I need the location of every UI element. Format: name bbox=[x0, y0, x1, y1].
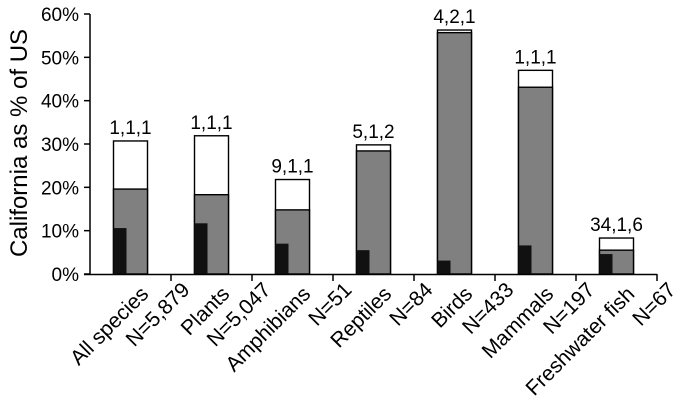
bar-inner bbox=[356, 250, 370, 274]
y-tick-label: 50% bbox=[41, 48, 79, 69]
category-n: N=67 bbox=[628, 278, 680, 330]
bar-group: 1,1,1 bbox=[514, 47, 557, 275]
y-axis: 0% 10% 20% 30% 40% 50% 60% bbox=[41, 5, 91, 286]
bar-group: 9,1,1 bbox=[271, 157, 314, 275]
y-tick-label: 0% bbox=[52, 265, 80, 286]
x-category-label: All speciesN=5,879 bbox=[66, 260, 194, 388]
y-tick-label: 60% bbox=[41, 5, 79, 26]
bar-annotation: 1,1,1 bbox=[190, 113, 232, 134]
y-tick-label: 30% bbox=[41, 135, 79, 156]
bar-annotation: 1,1,1 bbox=[109, 118, 151, 139]
bar-group: 34,1,6 bbox=[590, 215, 643, 275]
bar-inner bbox=[599, 254, 613, 274]
bar-annotation: 9,1,1 bbox=[271, 157, 313, 178]
bar-inner bbox=[113, 228, 127, 274]
bar-middle bbox=[436, 31, 473, 275]
bar-annotation: 4,2,1 bbox=[433, 7, 475, 28]
bar-group: 1,1,1 bbox=[109, 118, 152, 275]
bar-group: 1,1,1 bbox=[190, 113, 233, 275]
y-tick-label: 20% bbox=[41, 178, 79, 199]
bar-inner bbox=[275, 243, 289, 274]
bar-inner bbox=[518, 245, 532, 274]
x-category-label: Freshwater fishN=67 bbox=[521, 260, 680, 417]
y-tick-label: 10% bbox=[41, 222, 79, 243]
category-n: N=84 bbox=[385, 278, 437, 330]
bar-group: 4,2,1 bbox=[433, 7, 476, 275]
bar-annotation: 34,1,6 bbox=[590, 215, 643, 236]
x-axis: All speciesN=5,879PlantsN=5,047Amphibian… bbox=[66, 260, 680, 417]
bars: 1,1,1 1,1,1 9,1,1 5,1,2 4,2,1 1,1,1 34,1,6 bbox=[109, 7, 643, 275]
bar-inner bbox=[194, 223, 208, 274]
bar-annotation: 1,1,1 bbox=[514, 47, 556, 68]
bar-middle bbox=[517, 86, 554, 275]
y-tick-label: 40% bbox=[41, 92, 79, 113]
bar-group: 5,1,2 bbox=[352, 122, 395, 275]
x-category-label: MammalsN=197 bbox=[478, 260, 600, 382]
bar-inner bbox=[437, 260, 451, 274]
x-category-label: ReptilesN=84 bbox=[326, 260, 437, 371]
bar-annotation: 5,1,2 bbox=[352, 122, 394, 143]
y-axis-label: California as % of US bbox=[6, 29, 33, 257]
